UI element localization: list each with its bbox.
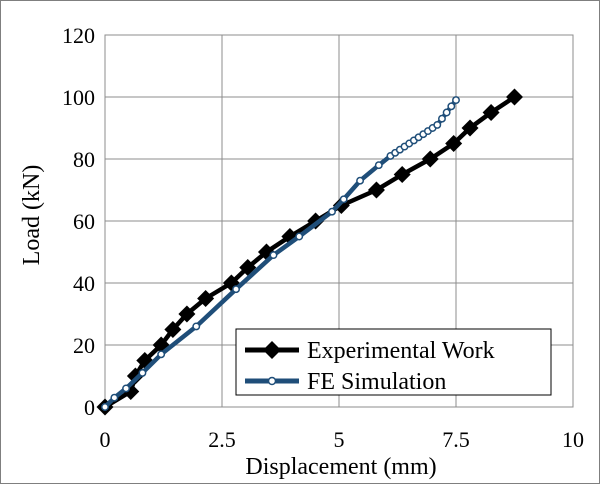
data-point (452, 96, 460, 105)
x-tick-label: 10 (562, 427, 584, 452)
y-tick-label: 100 (62, 85, 95, 110)
x-tick-label: 2.5 (208, 427, 236, 452)
data-point (164, 321, 182, 338)
x-tick-label: 5 (334, 427, 345, 452)
legend-box (235, 328, 552, 396)
data-point (447, 102, 456, 111)
data-point (269, 251, 278, 260)
data-point (356, 176, 365, 185)
plot-area (104, 34, 574, 408)
gridlines (105, 35, 573, 407)
y-tick-label: 20 (73, 333, 95, 358)
x-axis-ticks: 0 2.5 5 7.5 10 (100, 427, 585, 452)
x-axis-title: Displacement (mm) (245, 454, 436, 480)
data-point (445, 135, 463, 152)
x-tick-label: 7.5 (442, 427, 470, 452)
data-point (232, 285, 240, 294)
y-tick-label: 80 (73, 147, 95, 172)
y-axis-title: Load (kN) (19, 165, 45, 266)
data-point (367, 181, 385, 199)
legend-marker-experimental (263, 341, 281, 359)
data-point (421, 150, 439, 168)
data-point (442, 108, 451, 117)
data-point (122, 383, 140, 400)
legend-label-experimental: Experimental Work (307, 338, 495, 364)
legend-marker-fe (267, 376, 277, 386)
series-1 (101, 96, 460, 411)
y-tick-label: 40 (73, 271, 95, 296)
x-tick-label: 0 (100, 427, 111, 452)
data-point (101, 403, 109, 411)
data-point (506, 88, 523, 106)
data-point (393, 166, 411, 183)
data-point (122, 384, 131, 393)
data-point (295, 232, 304, 241)
data-point (192, 322, 201, 331)
legend: Experimental Work FE Simulation (235, 328, 552, 396)
data-point (374, 161, 383, 170)
legend-label-fe: FE Simulation (307, 369, 446, 395)
data-point (433, 120, 442, 129)
data-point (482, 104, 500, 121)
y-tick-label: 60 (73, 209, 95, 234)
y-tick-label: 0 (84, 395, 95, 420)
data-point (138, 368, 147, 377)
data-point (157, 350, 166, 359)
data-point (197, 290, 215, 307)
data-point (178, 305, 196, 323)
data-point (110, 393, 119, 402)
data-point (328, 207, 336, 216)
series-layer (96, 88, 523, 416)
y-tick-label: 120 (62, 23, 95, 48)
y-axis-ticks: 0 20 40 60 80 100 120 (62, 23, 95, 420)
data-point (461, 119, 479, 137)
data-point (438, 114, 446, 123)
data-point (339, 195, 348, 204)
